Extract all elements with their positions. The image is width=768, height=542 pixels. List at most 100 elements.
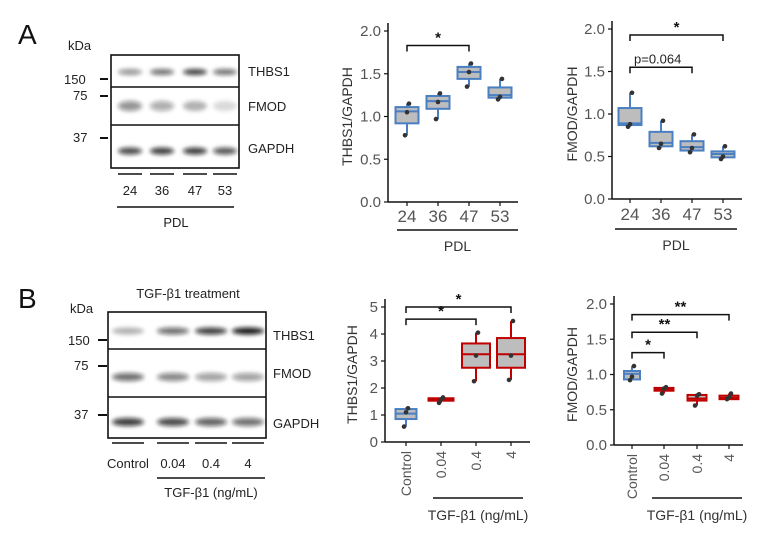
x-axis-label: TGF-β1 (ng/mL)	[647, 507, 748, 523]
data-point	[475, 330, 481, 335]
significance-bracket	[631, 331, 698, 339]
data-point	[437, 91, 443, 96]
box-plot-3: 0 1 2 3 4 5 THBS1/GAPDH Control 0.04 0.4 4 TGF-β1 (…	[344, 291, 530, 523]
y-axis-label: FMOD/GAPDH	[564, 67, 580, 162]
data-point	[433, 116, 439, 122]
lane-label: 0.04	[160, 456, 185, 471]
x-tick-label: Control	[624, 454, 640, 499]
blot-frame	[107, 311, 267, 439]
data-point	[687, 149, 693, 155]
y-tick-label: 0.5	[586, 402, 607, 419]
significance-bracket	[406, 44, 470, 52]
box-plot-2: 0.0 0.5 1.0 1.5 2.0 FMOD/GAPDH 24 36 47 53 PDL * p=0…	[564, 19, 742, 253]
y-tick-label: 0.5	[360, 151, 381, 168]
marker-37: 37	[73, 130, 87, 145]
y-tick-label: 2.0	[584, 21, 605, 38]
y-tick-label: 0.0	[360, 194, 381, 211]
y-tick-label: 1.0	[586, 367, 607, 384]
data-point	[440, 395, 446, 400]
significance-bracket	[629, 34, 724, 41]
x-tick-label: 36	[652, 205, 671, 224]
y-tick-label: 0.0	[584, 191, 605, 208]
blot-title: TGF-β1 treatment	[136, 286, 240, 301]
marker-75: 75	[74, 358, 88, 373]
x-tick-label: 24	[398, 207, 417, 226]
y-tick-label: 1.5	[586, 331, 607, 348]
data-point	[689, 145, 695, 151]
band-thbs1	[183, 69, 207, 75]
lane-label: Control	[107, 456, 149, 471]
band-fmod	[118, 101, 142, 111]
y-tick-label: 1	[370, 407, 378, 424]
x-tick-label: 53	[714, 205, 733, 224]
significance-label: **	[659, 316, 671, 333]
x-tick-label: 53	[491, 207, 510, 226]
x-axis-label: TGF-β1 (ng/mL)	[428, 507, 529, 523]
significance-bracket	[405, 318, 477, 326]
x-tick-label: 0.04	[656, 454, 672, 481]
x-tick-label: Control	[398, 451, 414, 496]
band-gapdh	[195, 418, 227, 426]
y-tick-label: 0.0	[586, 437, 607, 454]
data-point	[629, 374, 635, 379]
y-tick-label: 1.5	[360, 66, 381, 83]
band-thbs1	[150, 69, 174, 75]
lane-label: 47	[188, 183, 202, 198]
data-point	[404, 109, 410, 115]
protein-label-fmod: FMOD	[273, 366, 311, 381]
band-thbs1	[213, 69, 237, 75]
protein-label-gapdh: GAPDH	[248, 141, 294, 156]
y-tick-label: 4	[370, 326, 378, 343]
significance-label: *	[435, 30, 441, 47]
data-point	[506, 377, 512, 383]
data-point	[406, 101, 412, 106]
panel-label-a: A	[18, 19, 37, 50]
y-tick-label: 2.0	[586, 296, 607, 313]
data-point	[691, 132, 697, 137]
lane-label: 4	[244, 456, 251, 471]
band-gapdh	[183, 147, 207, 155]
y-tick-label: 1.5	[584, 64, 605, 81]
y-axis-label: THBS1/GAPDH	[339, 67, 355, 166]
lane-label: 53	[218, 183, 232, 198]
significance-bracket	[629, 66, 693, 74]
lane-label: 24	[123, 183, 137, 198]
significance-bracket	[631, 351, 665, 359]
data-point	[656, 145, 662, 151]
significance-label: *	[674, 19, 680, 36]
band-thbs1	[157, 327, 189, 335]
band-thbs1	[118, 69, 142, 75]
box-plot-1: 0.0 0.5 1.0 1.5 2.0 THBS1/GAPDH 24 36 47 53 PDL *	[339, 23, 518, 254]
box	[394, 106, 420, 125]
significance-label: *	[456, 291, 462, 308]
group-label-pdl: PDL	[163, 215, 188, 230]
protein-label-thbs1: THBS1	[273, 328, 315, 343]
band-gapdh	[232, 418, 264, 426]
data-point	[696, 391, 702, 397]
data-point	[722, 144, 728, 149]
significance-label: *	[438, 303, 444, 320]
marker-37: 37	[74, 407, 88, 422]
data-point	[658, 141, 664, 147]
band-thbs1	[112, 327, 144, 335]
data-point	[726, 394, 732, 400]
y-tick-label: 5	[370, 299, 378, 316]
data-point	[510, 318, 516, 324]
protein-label-thbs1: THBS1	[248, 64, 290, 79]
band-fmod	[195, 373, 227, 381]
band-thbs1	[232, 327, 264, 335]
x-tick-label: 24	[621, 205, 640, 224]
y-tick-label: 1.0	[584, 106, 605, 123]
band-fmod	[232, 373, 264, 381]
band-gapdh	[112, 418, 144, 426]
data-point	[435, 99, 441, 105]
data-point	[466, 69, 472, 75]
data-point	[631, 363, 637, 369]
x-axis-label: PDL	[662, 237, 689, 253]
band-gapdh	[213, 147, 237, 155]
box	[496, 337, 526, 369]
significance-label: *	[645, 337, 651, 354]
data-point	[401, 424, 407, 429]
data-point	[405, 405, 411, 411]
